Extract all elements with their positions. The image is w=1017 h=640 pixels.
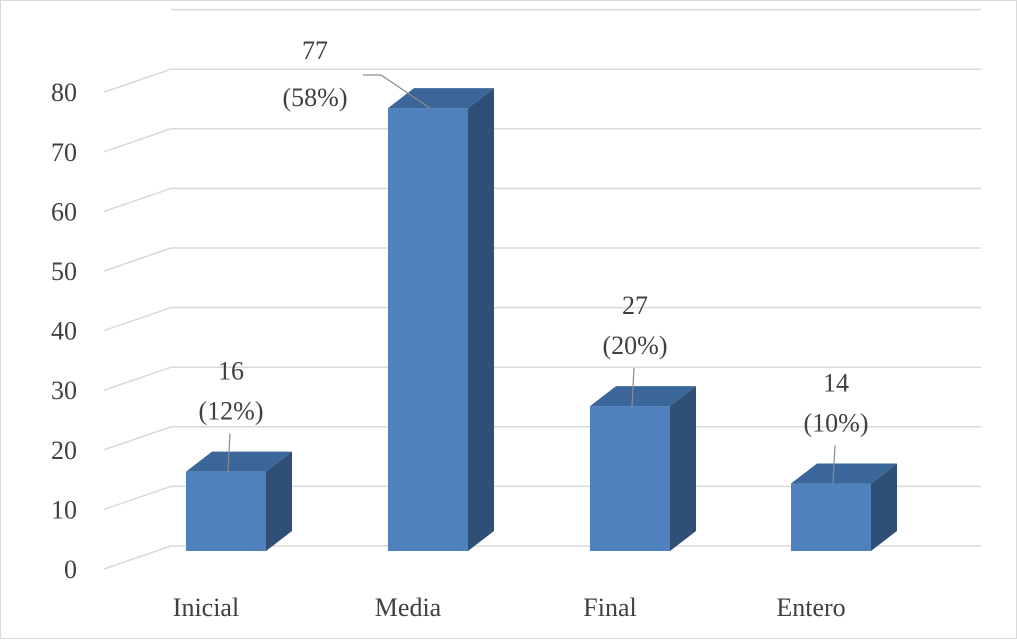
data-label-leader	[227, 433, 231, 472]
data-label-percent: (20%)	[603, 331, 668, 360]
bar-top	[186, 451, 292, 472]
data-label-percent: (12%)	[199, 397, 264, 426]
x-axis-category-labels: Inicial Media Final Entero	[173, 593, 846, 622]
category-label: Final	[583, 593, 636, 622]
y-tick-label: 20	[51, 436, 77, 465]
y-tick-label: 80	[51, 78, 77, 107]
bar-media	[388, 88, 494, 551]
data-label-value: 27	[622, 291, 648, 320]
gridline	[103, 485, 981, 511]
category-label: Media	[375, 593, 442, 622]
data-labels: 16 (12%) 77 (58%) 27 (20%) 14 (10%)	[199, 36, 869, 484]
y-tick-label: 60	[51, 197, 77, 226]
data-label-value: 14	[823, 369, 849, 398]
gridlines	[103, 8, 981, 570]
bar-final	[590, 386, 696, 551]
y-axis-tick-labels: 0 10 20 30 40 50 60 70 80	[51, 78, 77, 584]
bar-top	[791, 463, 897, 484]
gridline	[103, 247, 981, 272]
data-label-value: 16	[218, 357, 244, 386]
gridline	[103, 187, 981, 213]
category-label: Inicial	[173, 593, 239, 622]
bars	[186, 88, 897, 551]
bar-side	[670, 386, 696, 551]
bar-entero	[791, 463, 897, 551]
gridline	[103, 128, 981, 153]
y-tick-label: 30	[51, 376, 77, 405]
bar-top	[388, 88, 494, 109]
gridline	[103, 306, 981, 332]
bar-front	[388, 108, 468, 551]
y-tick-label: 40	[51, 317, 77, 346]
y-tick-label: 10	[51, 495, 77, 524]
bar-inicial	[186, 451, 292, 551]
bar-side	[871, 463, 897, 551]
data-label-percent: (58%)	[283, 83, 348, 112]
gridline	[103, 426, 981, 451]
bar-side	[468, 88, 494, 551]
y-tick-label: 0	[64, 555, 77, 584]
bar-side	[266, 451, 292, 551]
bar-front	[590, 406, 670, 551]
data-label-leader	[363, 74, 431, 109]
y-tick-label: 70	[51, 138, 77, 167]
y-tick-label: 50	[51, 257, 77, 286]
category-label: Entero	[776, 593, 845, 622]
gridline	[103, 366, 981, 391]
data-label-leader	[631, 368, 635, 407]
gridline	[103, 545, 981, 570]
gridline	[103, 68, 981, 93]
bar-top	[590, 386, 696, 407]
bar-front	[186, 471, 266, 551]
bar-front	[791, 483, 871, 551]
data-label-percent: (10%)	[804, 409, 869, 438]
data-label-leader	[832, 445, 836, 484]
data-label-value: 77	[302, 36, 328, 65]
